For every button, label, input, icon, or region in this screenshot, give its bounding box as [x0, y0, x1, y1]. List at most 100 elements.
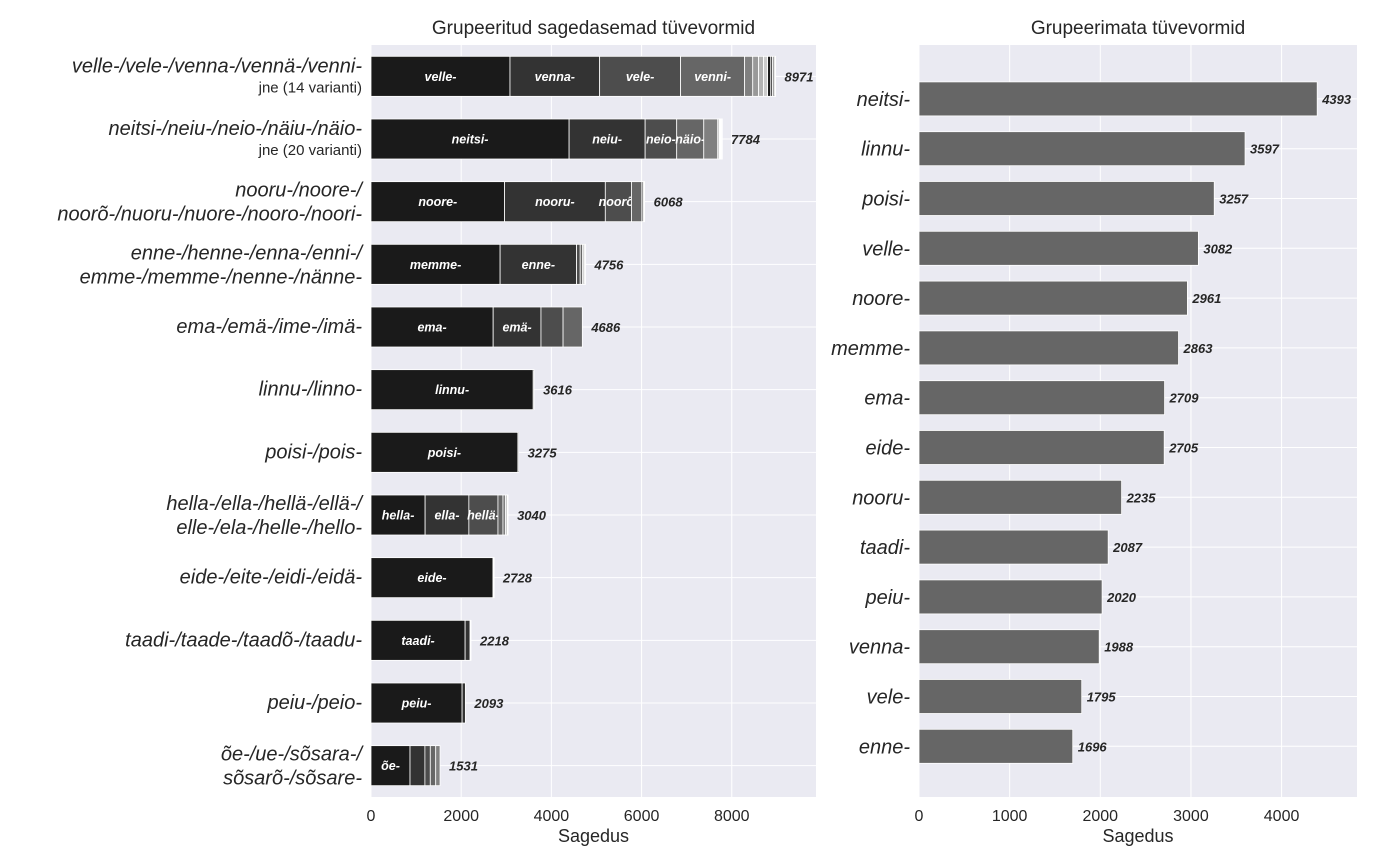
bar-segment: [429, 745, 437, 787]
bar-segment: [370, 745, 411, 787]
bar-row: velle-venna-vele-venni- 8971 velle-/vele-/…: [72, 55, 813, 97]
bar-segment: [499, 243, 577, 285]
y-tick-label: linnu-/linno-: [259, 379, 363, 401]
y-tick-label: peiu-: [865, 587, 911, 609]
bar-segment: [576, 243, 581, 285]
bar-row: linnu- 3616 linnu-/linno-: [259, 369, 573, 411]
segment-label: hella-: [382, 509, 415, 523]
segment-label: poisi-: [427, 446, 461, 460]
y-tick-label: velle-: [862, 238, 910, 260]
bar-segment: [424, 745, 431, 787]
x-tick-label: 3000: [1173, 808, 1209, 825]
bar-row: ema-emä- 4686 ema-/emä-/ime-/imä-: [176, 306, 621, 348]
value-label: 1988: [1104, 640, 1134, 655]
segment-label: linnu-: [435, 383, 469, 397]
bar: [918, 430, 1165, 465]
y-tick-label: taadi-/taade-/taadõ-/taadu-: [125, 629, 362, 651]
bar-segment: [744, 55, 754, 97]
bar-row: memme-enne- 4756 enne-/henne-/enna-/enni-/…: [80, 242, 625, 288]
bar-row: õe- 1531 õe-/ue-/sõsara-/sõsarõ-/sõsare-: [221, 744, 478, 790]
y-tick-label: hella-/ella-/hellä-/ellä-/: [166, 493, 364, 515]
value-label: 2087: [1112, 540, 1143, 555]
segment-label: neitsi-: [452, 133, 489, 147]
segment-label: õe-: [381, 759, 400, 773]
bar-segment: [370, 55, 511, 97]
chart-title: Grupeeritud sagedasemad tüvevormid: [432, 18, 755, 39]
x-tick-label: 2000: [1082, 808, 1118, 825]
value-label: 3616: [543, 383, 573, 398]
y-tick-label: ema-: [864, 388, 910, 410]
bar-segment: [517, 431, 520, 473]
bar-segment: [370, 118, 570, 160]
bar-row: 3082 velle-: [862, 230, 1233, 266]
bar-segment: [370, 369, 534, 411]
bar: [918, 529, 1109, 565]
value-label: 1795: [1087, 690, 1117, 705]
bar: [918, 579, 1103, 615]
segment-label: emä-: [502, 321, 531, 335]
y-tick-label: neitsi-/neiu-/neio-/näiu-/näio-: [109, 118, 363, 140]
bar: [918, 181, 1215, 216]
bar-segment: [509, 55, 601, 97]
y-tick-label: õe-/ue-/sõsara-/: [221, 744, 365, 766]
y-tick-sublabel: jne (14 varianti): [258, 79, 362, 96]
bar-segment: [370, 682, 463, 724]
y-tick-label: elle-/ela-/helle-/hello-: [176, 517, 362, 539]
bar-row: neitsi-neiu-neio-näio- 7784 neitsi-/neiu-/…: [109, 118, 761, 160]
value-label: 4393: [1321, 92, 1352, 107]
value-label: 2020: [1106, 590, 1137, 605]
segment-label: vele-: [626, 70, 655, 84]
segment-label: näio-: [675, 133, 705, 147]
bar-segment: [532, 369, 535, 411]
bar-segment: [370, 306, 494, 348]
value-label: 7784: [731, 132, 761, 147]
bar-segment: [370, 243, 501, 285]
value-label: 1531: [449, 759, 478, 774]
bar-segment: [492, 306, 542, 348]
bar-row: 2863 memme-: [831, 330, 1214, 366]
bar: [918, 380, 1165, 416]
value-label: 2093: [473, 696, 504, 711]
x-tick-label: 6000: [624, 808, 660, 825]
bar-segment: [540, 306, 564, 348]
bar-segment: [370, 619, 466, 661]
segment-label: noorõ-: [599, 195, 639, 209]
y-tick-sublabel: jne (20 varianti): [258, 142, 362, 159]
value-label: 1696: [1078, 739, 1108, 754]
bar: [918, 679, 1083, 714]
segment-label: nooru-: [535, 195, 575, 209]
value-label: 2705: [1168, 441, 1199, 456]
value-label: 3082: [1203, 241, 1233, 256]
chart-1: 0 1000 2000 3000 4000 Grupeerimata tüvevormid…: [831, 18, 1357, 846]
bar: [918, 280, 1188, 316]
segment-label: enne-: [522, 258, 555, 272]
bar-segment: [435, 745, 441, 787]
bar-segment: [370, 431, 519, 473]
value-label: 4686: [590, 320, 621, 335]
bar-segment: [370, 181, 505, 223]
value-label: 2863: [1183, 341, 1214, 356]
bar-row: peiu- 2093 peiu-/peio-: [266, 682, 504, 724]
bar-segment: [468, 494, 499, 536]
bar: [918, 629, 1100, 665]
y-tick-label: poisi-/pois-: [264, 441, 362, 463]
y-tick-label: nooru-: [852, 487, 910, 509]
segment-label: neio-: [646, 133, 676, 147]
y-tick-label: ema-/emä-/ime-/imä-: [176, 316, 362, 338]
value-label: 3275: [528, 445, 558, 460]
y-tick-label: enne-: [859, 736, 910, 758]
x-tick-label: 1000: [992, 808, 1028, 825]
segment-label: taadi-: [401, 634, 434, 648]
bar-row: 1696 enne-: [859, 728, 1108, 764]
bar-row: 2705 eide-: [866, 430, 1199, 465]
bar-segment: [464, 619, 471, 661]
bar: [918, 230, 1199, 266]
bar: [918, 131, 1246, 167]
y-tick-label: enne-/henne-/enna-/enni-/: [131, 242, 365, 264]
bar: [918, 479, 1122, 515]
bar-row: taadi- 2218 taadi-/taade-/taadõ-/taadu-: [125, 619, 510, 661]
y-tick-label: sõsarõ-/sõsare-: [223, 768, 362, 790]
bar-segment: [758, 55, 764, 97]
bar-row: 2709 ema-: [864, 380, 1199, 416]
